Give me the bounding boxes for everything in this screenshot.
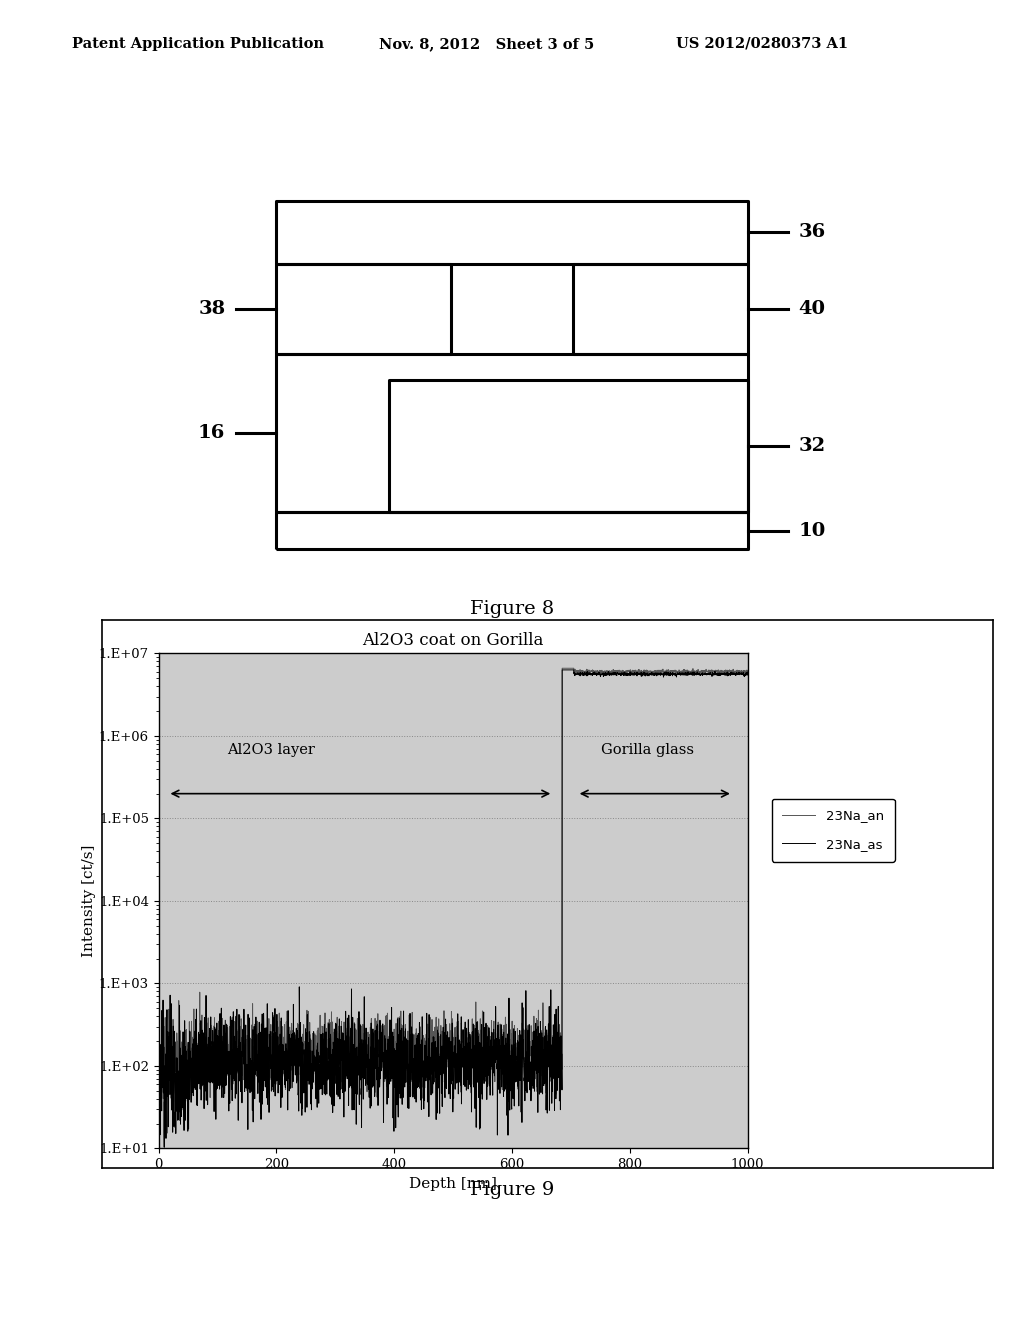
- Y-axis label: Intensity [ct/s]: Intensity [ct/s]: [82, 845, 96, 957]
- 23Na_as: [556, 663, 568, 678]
- 23Na_as: [379, 1028, 391, 1044]
- Legend: 23Na_an, 23Na_as: 23Na_an, 23Na_as: [772, 799, 895, 862]
- 23Na_an: [161, 1125, 173, 1140]
- 23Na_as: [158, 1139, 170, 1155]
- 23Na_as: [667, 667, 679, 682]
- 23Na_an: [220, 1049, 232, 1065]
- 23Na_an: [404, 1044, 417, 1060]
- 23Na_as: [730, 667, 742, 682]
- Text: Figure 8: Figure 8: [470, 599, 554, 618]
- Title: Al2O3 coat on Gorilla: Al2O3 coat on Gorilla: [362, 632, 544, 649]
- 23Na_as: [404, 1089, 417, 1105]
- 23Na_as: [255, 1111, 267, 1127]
- Text: 16: 16: [198, 424, 225, 442]
- Text: 38: 38: [199, 300, 225, 318]
- Line: 23Na_an: 23Na_an: [159, 668, 748, 1133]
- Text: 40: 40: [799, 300, 825, 318]
- 23Na_an: [379, 1073, 391, 1089]
- Text: 10: 10: [799, 521, 826, 540]
- 23Na_as: [153, 1111, 165, 1127]
- Text: Gorilla glass: Gorilla glass: [601, 743, 694, 756]
- Text: Patent Application Publication: Patent Application Publication: [72, 37, 324, 51]
- Text: 32: 32: [799, 437, 825, 455]
- Text: US 2012/0280373 A1: US 2012/0280373 A1: [676, 37, 848, 51]
- 23Na_an: [741, 664, 754, 680]
- 23Na_as: [741, 664, 754, 680]
- 23Na_an: [667, 663, 679, 678]
- Line: 23Na_as: 23Na_as: [159, 671, 748, 1147]
- Text: Figure 9: Figure 9: [470, 1180, 554, 1199]
- 23Na_an: [556, 660, 568, 676]
- 23Na_an: [730, 663, 742, 678]
- 23Na_an: [255, 1034, 267, 1049]
- Text: Nov. 8, 2012   Sheet 3 of 5: Nov. 8, 2012 Sheet 3 of 5: [379, 37, 594, 51]
- X-axis label: Depth [nm]: Depth [nm]: [410, 1176, 497, 1191]
- Text: Al2O3 layer: Al2O3 layer: [226, 743, 314, 756]
- Text: 36: 36: [799, 223, 826, 242]
- 23Na_as: [220, 1026, 232, 1041]
- 23Na_an: [153, 1011, 165, 1027]
